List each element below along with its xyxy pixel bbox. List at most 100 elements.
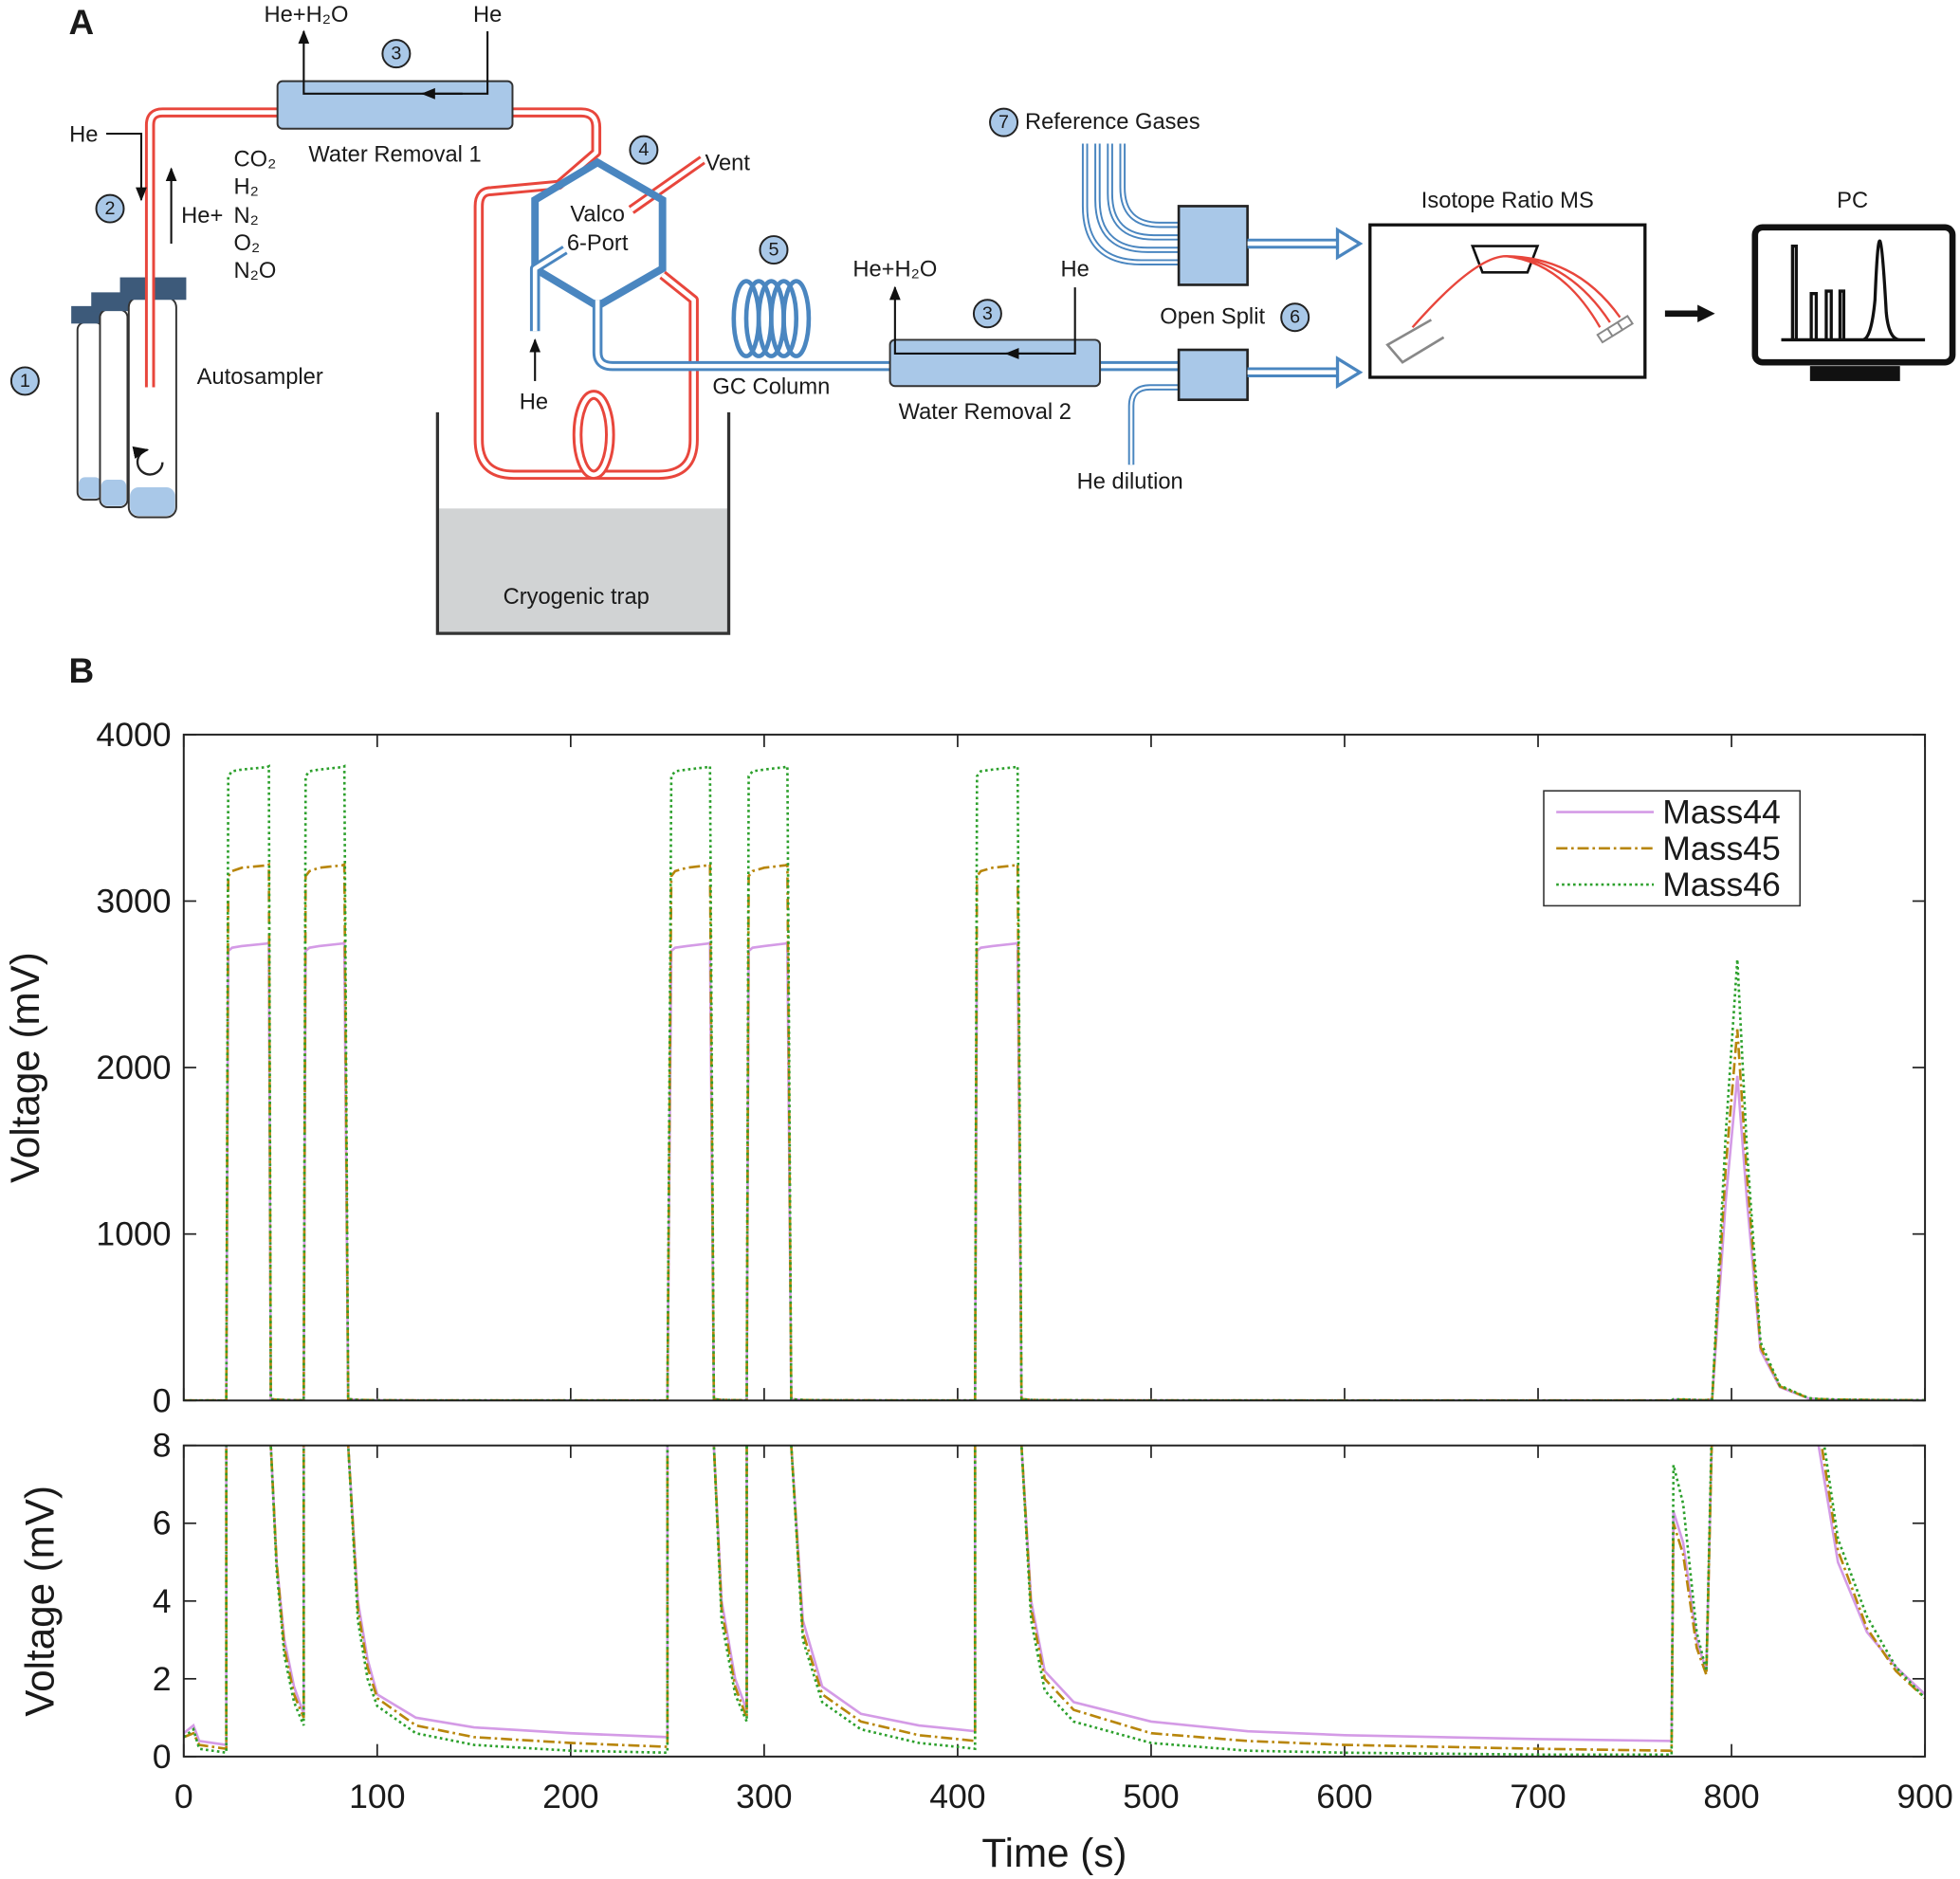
diagram: A B Cryogenic trap xyxy=(9,3,1956,690)
y-tick-label: 1000 xyxy=(96,1215,171,1253)
x-axis-label: Time (s) xyxy=(981,1831,1127,1875)
x-tick-label: 900 xyxy=(1896,1778,1952,1815)
tube-inner xyxy=(575,392,613,478)
step-badge: 2 xyxy=(95,193,125,224)
ion-beam xyxy=(1411,254,1621,329)
carrier-inlet xyxy=(529,246,568,332)
label: GC Column xyxy=(712,375,830,400)
magnet xyxy=(1470,245,1540,274)
y-tick-label: 4000 xyxy=(96,716,171,754)
tube-inner xyxy=(1083,143,1200,265)
step-badge: 1 xyxy=(9,366,40,396)
label: He xyxy=(1061,258,1090,283)
step-badge: 3 xyxy=(381,39,412,69)
arrow xyxy=(888,285,1076,355)
panel-label: A xyxy=(69,3,95,42)
label: 6-Port xyxy=(567,231,629,256)
step-number: 1 xyxy=(20,371,30,392)
collectors xyxy=(1596,315,1635,344)
tube-inner xyxy=(1096,143,1200,251)
x-tick-label: 400 xyxy=(929,1778,985,1815)
gas: N₂ xyxy=(234,204,259,228)
x-tick-label: 0 xyxy=(174,1778,193,1815)
label: He+ xyxy=(181,204,223,228)
y-axis-label: Voltage (mV) xyxy=(18,1486,63,1717)
x-tick-label: 800 xyxy=(1703,1778,1759,1815)
label: Valco xyxy=(570,203,625,228)
y-tick-label: 0 xyxy=(153,1738,172,1776)
tube-inner xyxy=(1121,143,1200,227)
x-tick-label: 500 xyxy=(1123,1778,1179,1815)
vials xyxy=(71,277,187,519)
y-tick-label: 4 xyxy=(153,1582,172,1620)
open-split xyxy=(1177,348,1249,402)
arrow xyxy=(1335,227,1364,261)
water-trap xyxy=(888,338,1102,388)
chart: 0 2 4 6 8 0 100 200 300 400 500 600 700 800 900 Voltage… xyxy=(18,1427,1953,1875)
axes-frame xyxy=(182,1444,1927,1758)
label: Water Removal 2 xyxy=(899,400,1072,425)
y-tick-label: 6 xyxy=(153,1505,172,1542)
step-number: 5 xyxy=(768,240,779,261)
label: Autosampler xyxy=(197,365,323,390)
monitor-stand xyxy=(1809,366,1900,381)
label: He xyxy=(473,3,502,27)
axes-frame xyxy=(182,733,1927,1402)
step-number: 6 xyxy=(1290,307,1300,328)
label: He xyxy=(520,390,548,414)
label: Reference Gases xyxy=(1025,110,1200,135)
panel-label: B xyxy=(69,651,95,690)
step-number: 3 xyxy=(982,303,993,324)
tube-inner xyxy=(147,110,696,478)
x-tick-label: 100 xyxy=(349,1778,405,1815)
trap-label: Cryogenic trap xyxy=(504,585,650,610)
arrow xyxy=(1335,356,1364,390)
open-split xyxy=(1177,205,1249,286)
label: PC xyxy=(1837,189,1868,213)
gas: H₂ xyxy=(234,175,259,200)
ion-source xyxy=(1385,319,1445,364)
arrow xyxy=(1697,304,1715,322)
x-tick-label: 200 xyxy=(542,1778,598,1815)
label: He+H₂O xyxy=(264,3,348,27)
step-badge: 7 xyxy=(989,107,1019,137)
label: He xyxy=(69,122,98,147)
label: Water Removal 1 xyxy=(308,142,481,167)
label: He+H₂O xyxy=(852,258,937,283)
plot-area xyxy=(183,1445,1926,1757)
step-badge: 4 xyxy=(629,135,659,165)
y-tick-label: 3000 xyxy=(96,882,171,920)
step-number: 2 xyxy=(105,198,116,219)
legend-label: Mass44 xyxy=(1662,794,1781,831)
step-badge: 5 xyxy=(759,235,789,265)
screen-chart xyxy=(1781,239,1926,342)
y-tick-label: 2 xyxy=(153,1660,172,1698)
tube-inner xyxy=(1129,386,1200,465)
step-number: 7 xyxy=(998,112,1009,133)
y-axis-label: Voltage (mV) xyxy=(3,952,47,1183)
label: He dilution xyxy=(1077,470,1183,495)
tube-inner xyxy=(595,300,1200,369)
gas: O₂ xyxy=(234,231,261,256)
monitor xyxy=(1751,224,1956,366)
gc-column xyxy=(731,279,812,358)
label: Open Split xyxy=(1160,305,1265,330)
tube-inner xyxy=(630,157,705,212)
data-line xyxy=(183,1445,1926,1747)
gas: N₂O xyxy=(234,259,277,283)
trap-coolant xyxy=(438,508,728,632)
trap-vessel xyxy=(435,411,731,635)
water-trap xyxy=(276,80,514,130)
gas: CO₂ xyxy=(234,148,277,173)
data-line xyxy=(183,1445,1926,1753)
label: Isotope Ratio MS xyxy=(1421,189,1594,213)
step-badge: 3 xyxy=(972,299,1002,329)
step-number: 3 xyxy=(391,44,401,64)
arrow xyxy=(298,29,489,95)
arrow xyxy=(106,132,147,202)
label: Vent xyxy=(705,152,750,176)
x-tick-label: 300 xyxy=(736,1778,792,1815)
tube-inner xyxy=(532,247,567,332)
